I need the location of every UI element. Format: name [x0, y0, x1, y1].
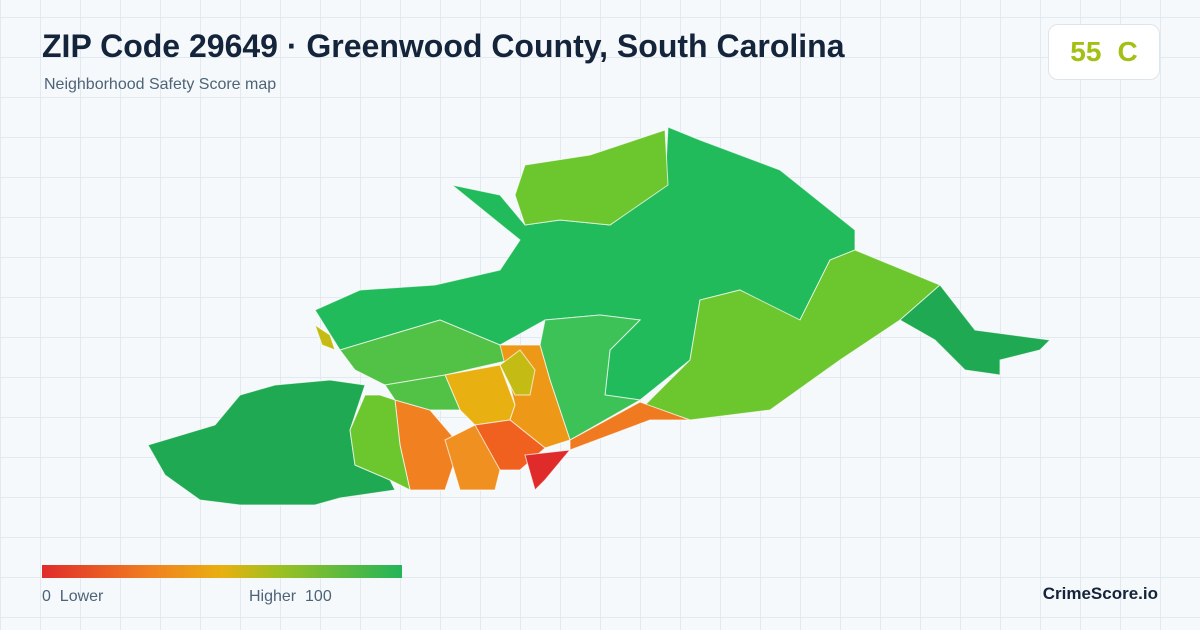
area	[314, 323, 336, 351]
area	[499, 349, 536, 396]
area	[384, 374, 461, 411]
area	[524, 449, 572, 491]
legend-min: 0 Lower	[42, 588, 103, 606]
legend-max-value: 100	[305, 588, 332, 605]
area	[349, 394, 411, 491]
score-value: 55	[1070, 36, 1102, 67]
area	[899, 284, 1052, 376]
area	[644, 249, 941, 421]
subtitle: Neighborhood Safety Score map	[44, 76, 277, 93]
legend-min-label: Lower	[59, 588, 104, 605]
area	[339, 319, 511, 386]
legend-max: Higher 100	[249, 588, 332, 606]
area	[569, 401, 691, 451]
legend-min-value: 0	[42, 588, 51, 605]
score-badge: 55 C	[1048, 24, 1160, 80]
title: ZIP Code 29649 · Greenwood County, South…	[42, 28, 845, 64]
area	[514, 129, 669, 226]
score-grade: C	[1117, 36, 1138, 67]
brand: CrimeScore.io	[1042, 584, 1158, 603]
legend-max-label: Higher	[249, 588, 297, 605]
legend-gradient	[42, 565, 402, 578]
area	[444, 424, 501, 491]
